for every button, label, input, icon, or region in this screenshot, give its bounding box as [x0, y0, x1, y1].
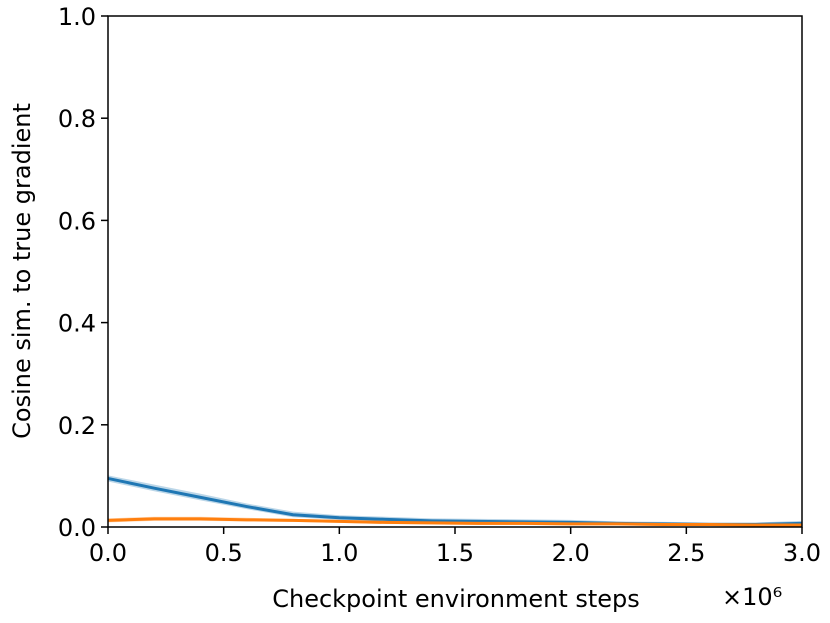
y-tick-label: 0.4 [58, 310, 96, 338]
y-tick-label: 0.8 [58, 105, 96, 133]
x-tick-label: 2.0 [552, 539, 590, 567]
series-line [107, 517, 802, 527]
y-tick-label: 0.0 [58, 514, 96, 542]
y-tick-label: 0.6 [58, 207, 96, 235]
x-tick-label: 3.0 [783, 539, 821, 567]
x-tick-label: 1.0 [320, 539, 358, 567]
plot-frame [107, 15, 803, 528]
y-tick-label: 0.2 [58, 412, 96, 440]
x-tick-label: 1.5 [436, 539, 474, 567]
x-tick-label: 0.0 [89, 539, 127, 567]
y-tick-label: 1.0 [58, 3, 96, 31]
x-tick-label: 0.5 [205, 539, 243, 567]
y-axis-label: Cosine sim. to true gradient [8, 103, 36, 439]
x-tick-label: 2.5 [667, 539, 705, 567]
x-offset-text: ×10⁶ [722, 583, 782, 611]
x-axis-label: Checkpoint environment steps [272, 585, 640, 613]
